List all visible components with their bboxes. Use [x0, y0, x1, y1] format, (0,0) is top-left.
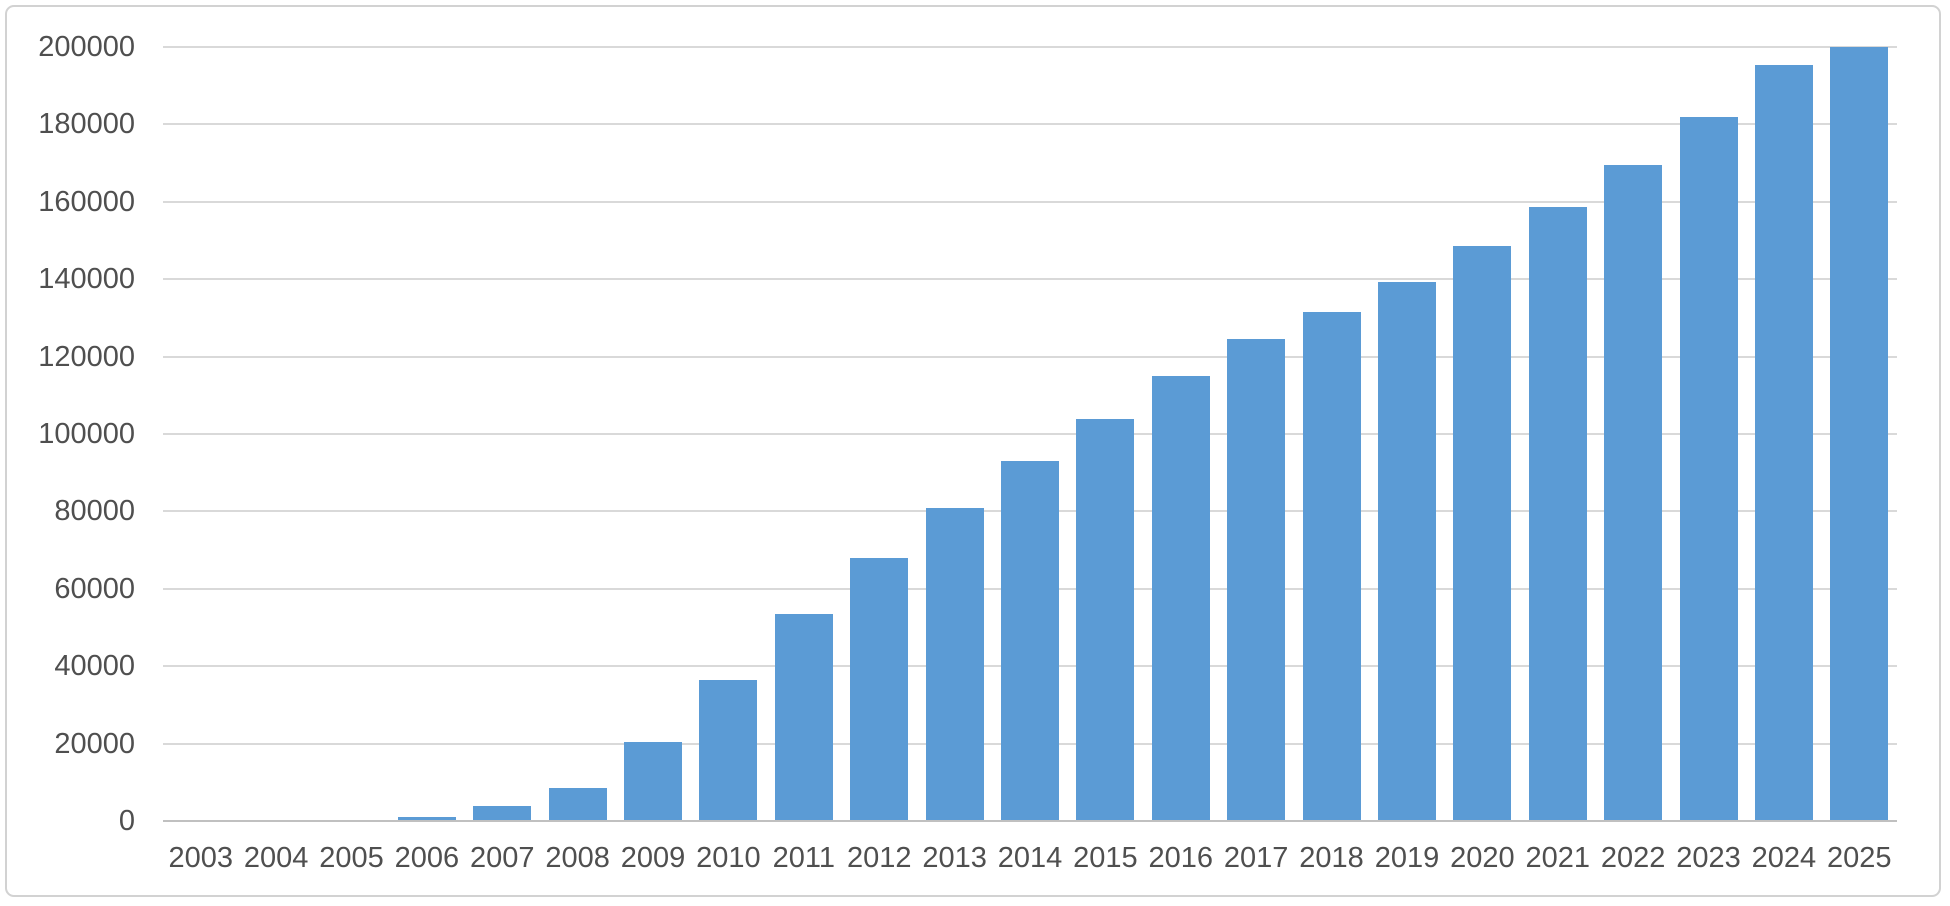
x-tick-label-2008: 2008 — [545, 842, 610, 874]
x-tick-label-2024: 2024 — [1751, 842, 1817, 874]
bar-2024 — [1754, 64, 1813, 821]
y-tick-label-100000: 100000 — [38, 418, 135, 450]
bar-2007 — [473, 805, 532, 821]
x-tick-label-2005: 2005 — [319, 842, 384, 874]
bar-2015 — [1076, 418, 1135, 821]
x-tick-label-2012: 2012 — [846, 842, 912, 874]
bar-2008 — [548, 787, 607, 821]
x-tick-label-2007: 2007 — [470, 842, 535, 874]
gridline-140000 — [163, 278, 1897, 281]
y-tick-label-160000: 160000 — [38, 185, 135, 218]
x-tick-label-2015: 2015 — [1073, 842, 1138, 874]
bar-2019 — [1377, 281, 1436, 821]
x-tick-label-2009: 2009 — [620, 842, 686, 874]
bar-2011 — [774, 613, 833, 821]
x-tick-label-2017: 2017 — [1223, 842, 1289, 874]
x-axis-line — [163, 820, 1897, 822]
bar-2018 — [1302, 311, 1361, 821]
bar-2017 — [1227, 339, 1286, 821]
gridline-160000 — [163, 200, 1897, 203]
x-tick-label-2014: 2014 — [997, 842, 1063, 874]
y-tick-label-40000: 40000 — [54, 650, 135, 683]
x-tick-label-2022: 2022 — [1600, 842, 1666, 874]
x-tick-label-2004: 2004 — [243, 842, 309, 874]
gridline-200000 — [163, 46, 1897, 48]
bar-2022 — [1604, 165, 1663, 821]
gridline-100000 — [163, 433, 1897, 435]
x-tick-label-2011: 2011 — [772, 842, 835, 874]
x-tick-label-2023: 2023 — [1676, 842, 1741, 874]
y-tick-label-80000: 80000 — [54, 495, 135, 528]
bar-2013 — [925, 507, 984, 821]
x-tick-label-2018: 2018 — [1299, 842, 1364, 874]
bar-2021 — [1528, 207, 1587, 821]
y-tick-label-60000: 60000 — [54, 572, 135, 605]
bar-2020 — [1453, 245, 1512, 821]
x-tick-label-2019: 2019 — [1374, 842, 1440, 874]
y-tick-label-0: 0 — [118, 805, 135, 837]
y-tick-label-140000: 140000 — [38, 263, 135, 296]
x-tick-label-2021: 2021 — [1525, 842, 1590, 874]
y-tick-label-20000: 20000 — [54, 727, 135, 760]
x-tick-label-2003: 2003 — [168, 842, 233, 874]
y-tick-label-120000: 120000 — [38, 340, 135, 373]
x-tick-label-2020: 2020 — [1450, 842, 1515, 874]
gridline-180000 — [163, 123, 1897, 126]
x-tick-label-2025: 2025 — [1827, 842, 1892, 874]
bar-2014 — [1001, 461, 1059, 821]
x-tick-label-2006: 2006 — [394, 842, 460, 874]
bar-2025 — [1830, 47, 1889, 821]
y-tick-label-200000: 200000 — [38, 31, 135, 63]
plot-area — [163, 46, 1897, 822]
bar-2010 — [699, 680, 758, 821]
bar-2012 — [850, 557, 909, 821]
bar-2006 — [397, 817, 456, 821]
x-tick-label-2010: 2010 — [696, 842, 761, 874]
bar-2023 — [1679, 116, 1738, 821]
bar-2016 — [1151, 375, 1210, 821]
x-tick-label-2013: 2013 — [922, 842, 987, 874]
x-tick-label-2016: 2016 — [1148, 842, 1214, 874]
y-tick-label-180000: 180000 — [38, 108, 135, 141]
bar-2009 — [624, 742, 683, 821]
gridline-120000 — [163, 355, 1897, 358]
